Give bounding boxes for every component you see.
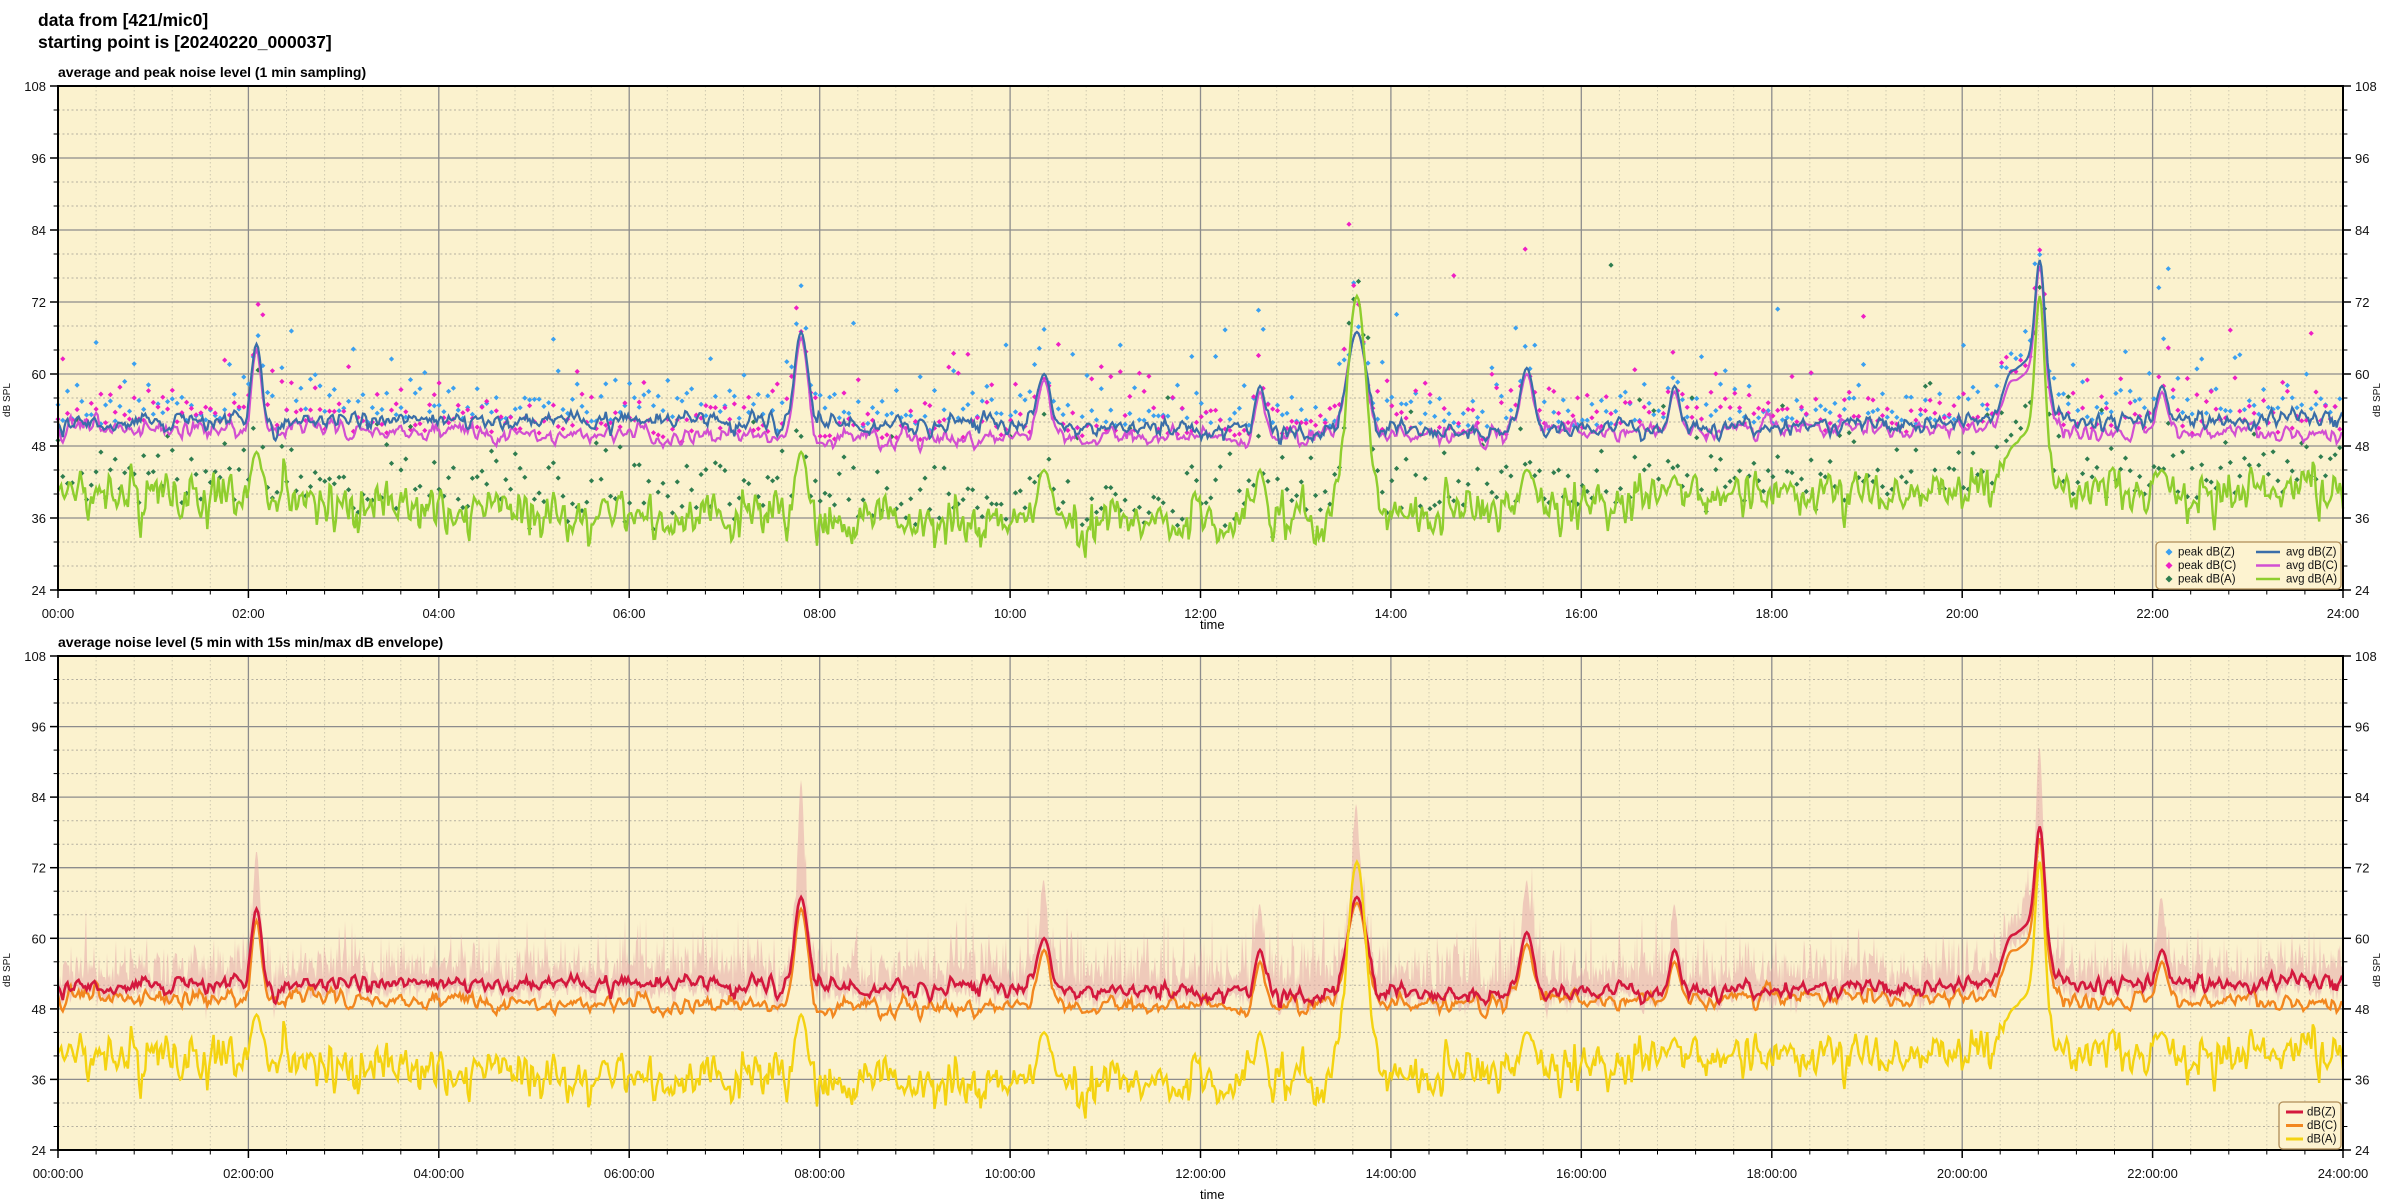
svg-text:36: 36 xyxy=(2355,1072,2369,1087)
svg-text:24:00: 24:00 xyxy=(2327,606,2360,621)
svg-text:96: 96 xyxy=(32,151,46,166)
svg-text:24: 24 xyxy=(32,1143,46,1158)
svg-text:06:00:00: 06:00:00 xyxy=(604,1166,655,1181)
svg-text:peak dB(Z): peak dB(Z) xyxy=(2178,547,2235,559)
svg-text:96: 96 xyxy=(2355,720,2369,735)
svg-text:00:00: 00:00 xyxy=(42,606,75,621)
svg-text:36: 36 xyxy=(32,511,46,526)
svg-text:24: 24 xyxy=(2355,1143,2369,1158)
svg-text:96: 96 xyxy=(2355,151,2369,166)
svg-text:12:00:00: 12:00:00 xyxy=(1175,1166,1226,1181)
svg-text:18:00: 18:00 xyxy=(1756,606,1789,621)
svg-text:dB(C): dB(C) xyxy=(2307,1120,2337,1132)
svg-text:06:00: 06:00 xyxy=(613,606,646,621)
svg-text:08:00:00: 08:00:00 xyxy=(794,1166,845,1181)
svg-text:108: 108 xyxy=(2355,79,2377,94)
svg-text:48: 48 xyxy=(2355,439,2369,454)
svg-text:72: 72 xyxy=(2355,295,2369,310)
svg-text:60: 60 xyxy=(32,931,46,946)
svg-text:peak dB(C): peak dB(C) xyxy=(2178,560,2236,572)
svg-text:84: 84 xyxy=(32,790,46,805)
svg-text:72: 72 xyxy=(32,861,46,876)
svg-text:16:00: 16:00 xyxy=(1565,606,1598,621)
svg-text:00:00:00: 00:00:00 xyxy=(33,1166,84,1181)
svg-text:10:00: 10:00 xyxy=(994,606,1027,621)
svg-text:84: 84 xyxy=(2355,223,2369,238)
svg-text:10:00:00: 10:00:00 xyxy=(985,1166,1036,1181)
svg-text:avg dB(Z): avg dB(Z) xyxy=(2286,547,2337,559)
svg-text:20:00: 20:00 xyxy=(1946,606,1979,621)
svg-text:dB(Z): dB(Z) xyxy=(2307,1107,2336,1119)
svg-text:60: 60 xyxy=(2355,367,2369,382)
svg-text:108: 108 xyxy=(24,649,46,664)
svg-text:20:00:00: 20:00:00 xyxy=(1937,1166,1988,1181)
svg-text:72: 72 xyxy=(2355,861,2369,876)
svg-text:36: 36 xyxy=(2355,511,2369,526)
svg-text:108: 108 xyxy=(24,79,46,94)
svg-text:60: 60 xyxy=(32,367,46,382)
svg-text:24:00:00: 24:00:00 xyxy=(2318,1166,2369,1181)
svg-text:02:00:00: 02:00:00 xyxy=(223,1166,274,1181)
svg-text:avg dB(A): avg dB(A) xyxy=(2286,574,2337,586)
svg-text:14:00: 14:00 xyxy=(1375,606,1408,621)
svg-text:48: 48 xyxy=(32,1002,46,1017)
svg-text:peak dB(A): peak dB(A) xyxy=(2178,574,2236,586)
svg-text:96: 96 xyxy=(32,720,46,735)
svg-text:08:00: 08:00 xyxy=(803,606,836,621)
svg-text:12:00: 12:00 xyxy=(1184,606,1217,621)
svg-text:84: 84 xyxy=(2355,790,2369,805)
svg-text:04:00:00: 04:00:00 xyxy=(413,1166,464,1181)
svg-text:14:00:00: 14:00:00 xyxy=(1366,1166,1417,1181)
svg-text:dB(A): dB(A) xyxy=(2307,1134,2337,1146)
svg-text:48: 48 xyxy=(32,439,46,454)
svg-text:108: 108 xyxy=(2355,649,2377,664)
svg-text:02:00: 02:00 xyxy=(232,606,265,621)
svg-text:60: 60 xyxy=(2355,931,2369,946)
svg-text:22:00: 22:00 xyxy=(2136,606,2169,621)
svg-text:36: 36 xyxy=(32,1072,46,1087)
svg-text:18:00:00: 18:00:00 xyxy=(1746,1166,1797,1181)
svg-text:16:00:00: 16:00:00 xyxy=(1556,1166,1607,1181)
svg-text:72: 72 xyxy=(32,295,46,310)
svg-text:24: 24 xyxy=(2355,583,2369,598)
svg-text:avg dB(C): avg dB(C) xyxy=(2286,560,2338,572)
svg-text:24: 24 xyxy=(32,583,46,598)
svg-text:84: 84 xyxy=(32,223,46,238)
svg-text:48: 48 xyxy=(2355,1002,2369,1017)
svg-text:04:00: 04:00 xyxy=(423,606,456,621)
svg-text:22:00:00: 22:00:00 xyxy=(2127,1166,2178,1181)
